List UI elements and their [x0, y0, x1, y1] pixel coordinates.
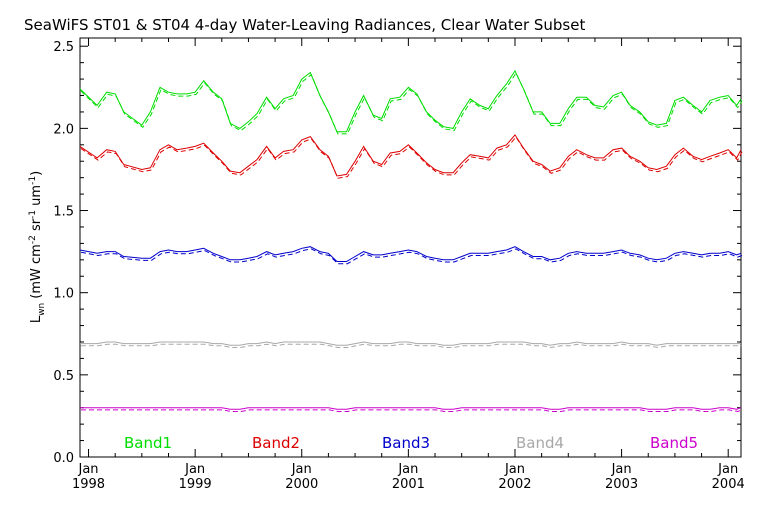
series-line-dashed-band5 — [81, 409, 743, 413]
series-layer — [79, 69, 743, 413]
series-line-dashed-band3 — [80, 248, 743, 265]
series-line-dashed-band2 — [80, 136, 743, 179]
series-line-band2 — [79, 134, 742, 177]
series-line-band3 — [79, 246, 742, 262]
y-tick-label: 1.5 — [53, 205, 74, 220]
y-tick-label: 0.0 — [53, 451, 74, 466]
x-tick-month: Jan — [611, 462, 632, 477]
y-tick-label: 2.0 — [53, 122, 74, 137]
legend-item-band2: Band2 — [252, 434, 300, 452]
x-tick-year: 2000 — [285, 477, 318, 492]
x-tick-month: Jan — [291, 462, 312, 477]
series-line-band4 — [80, 341, 741, 346]
y-tick-label: 1.0 — [53, 287, 74, 302]
legend-item-band1: Band1 — [124, 434, 172, 452]
series-line-dashed-band1 — [80, 72, 743, 135]
y-axis: 0.0 0.5 1.0 1.5 2.0 2.5 — [53, 40, 741, 466]
x-tick-year: 2001 — [392, 477, 425, 492]
legend-item-band5: Band5 — [650, 434, 698, 452]
x-tick-year: 1999 — [179, 477, 212, 492]
y-tick-label: 0.5 — [53, 369, 74, 384]
series-line-band1 — [79, 69, 742, 133]
x-tick-month: Jan — [78, 462, 99, 477]
x-tick-year: 2002 — [498, 477, 531, 492]
series-line-dashed-band4 — [81, 343, 742, 349]
x-axis: Jan1998Jan1999Jan2000Jan2001Jan2002Jan20… — [72, 38, 745, 492]
legend-item-band4: Band4 — [516, 434, 564, 452]
plot-frame — [79, 37, 742, 458]
chart-title: SeaWiFS ST01 & ST04 4-day Water-Leaving … — [24, 16, 586, 34]
x-tick-month: Jan — [397, 462, 418, 477]
y-tick-label: 2.5 — [53, 40, 74, 55]
y-axis-label: Lwn (mW cm-2 sr-1 um-1) — [28, 171, 47, 323]
x-tick-month: Jan — [184, 462, 205, 477]
x-tick-month: Jan — [717, 462, 738, 477]
x-tick-month: Jan — [504, 462, 525, 477]
legend: Band1 Band2 Band3 Band4 Band5 — [124, 434, 698, 452]
series-line-band5 — [80, 407, 742, 410]
x-tick-year: 2003 — [605, 477, 638, 492]
legend-item-band3: Band3 — [382, 434, 430, 452]
x-tick-year: 2004 — [712, 477, 745, 492]
x-tick-year: 1998 — [72, 477, 105, 492]
